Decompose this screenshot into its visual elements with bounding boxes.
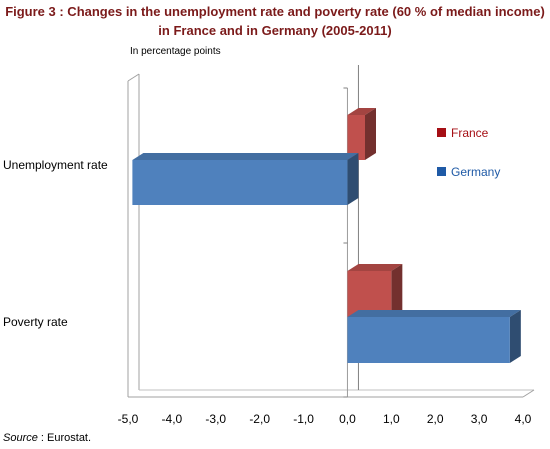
bar-france: [347, 271, 392, 317]
legend-label: Germany: [451, 165, 500, 179]
legend-swatch: [437, 167, 446, 176]
x-tick-label: -1,0: [293, 412, 314, 426]
bar-germany-top: [347, 310, 521, 317]
title-line-2: in France and in Germany (2005-2011): [158, 23, 392, 38]
bar-germany-side: [347, 153, 359, 205]
x-tick-label: 2,0: [427, 412, 444, 426]
floor-right: [522, 389, 535, 398]
bar-germany: [132, 160, 348, 205]
bar-france: [347, 115, 365, 160]
source-label: Source: [3, 432, 38, 444]
source-text: : Eurostat.: [37, 432, 92, 444]
category-label: Poverty rate: [3, 315, 68, 329]
source-note: Source : Eurostat.: [3, 432, 91, 444]
bar-germany-top: [132, 153, 359, 160]
bar-germany: [347, 317, 510, 363]
legend-label: France: [451, 126, 489, 140]
legend-swatch: [437, 128, 446, 137]
x-tick-label: -2,0: [249, 412, 270, 426]
x-tick-label: -4,0: [162, 412, 183, 426]
x-tick-label: 4,0: [515, 412, 532, 426]
back-wall-top: [127, 73, 140, 82]
x-tick-label: 0,0: [339, 412, 356, 426]
category-label: Unemployment rate: [3, 158, 108, 172]
x-tick-label: -5,0: [118, 412, 139, 426]
title-line-1: Figure 3 : Changes in the unemployment r…: [5, 4, 545, 19]
chart-title: Figure 3 : Changes in the unemployment r…: [0, 2, 550, 40]
bar-france-side: [365, 108, 376, 160]
x-tick-label: 3,0: [471, 412, 488, 426]
bar-france-side: [391, 264, 403, 317]
x-tick-label: -3,0: [205, 412, 226, 426]
bar-france-top: [347, 108, 376, 115]
chart-subtitle: In percentage points: [130, 46, 221, 57]
x-tick-label: 1,0: [383, 412, 400, 426]
bar-france-top: [347, 264, 403, 271]
bar-germany-side: [509, 310, 521, 363]
